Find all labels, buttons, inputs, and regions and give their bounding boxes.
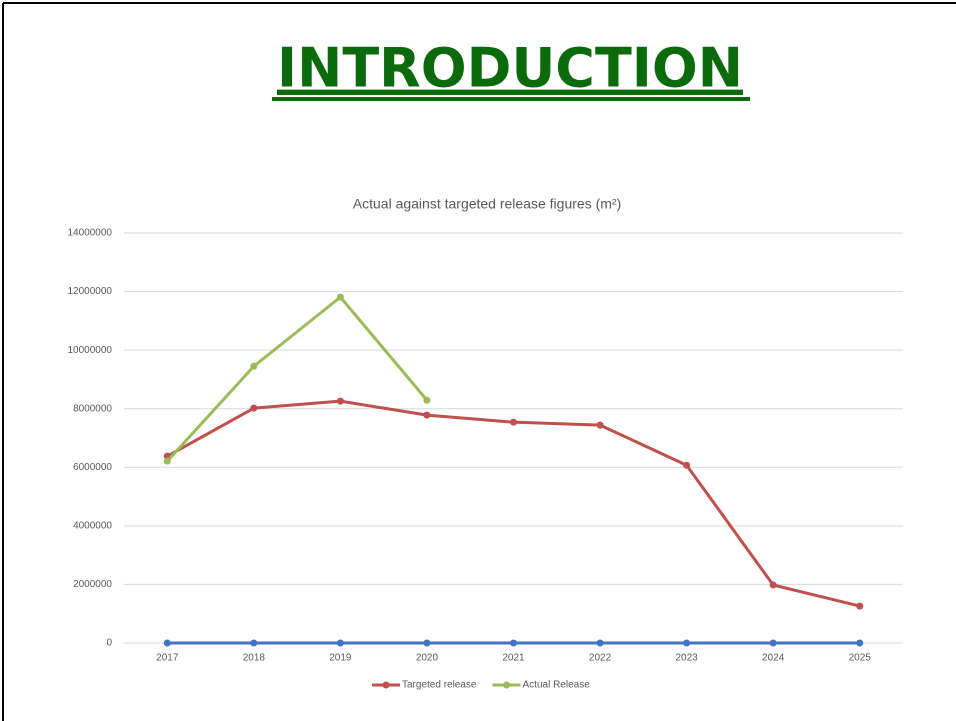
y-tick-label: 10000000 xyxy=(68,345,113,356)
x-tick-label: 2025 xyxy=(849,653,872,664)
data-point xyxy=(596,639,604,647)
x-tick-label: 2019 xyxy=(329,653,352,664)
data-point xyxy=(510,639,517,647)
data-point xyxy=(336,397,344,405)
y-tick-label: 8000000 xyxy=(73,403,112,414)
data-point xyxy=(683,461,691,469)
data-point xyxy=(336,639,344,647)
y-tick-label: 14000000 xyxy=(68,228,113,239)
x-tick-label: 2017 xyxy=(156,653,179,664)
data-point xyxy=(769,581,777,589)
y-tick-label: 12000000 xyxy=(68,286,113,297)
data-point xyxy=(856,639,864,647)
x-tick-label: 2018 xyxy=(243,653,266,664)
data-point xyxy=(596,421,604,429)
data-point xyxy=(423,396,431,404)
data-point xyxy=(163,639,171,647)
data-point xyxy=(336,293,344,301)
data-point xyxy=(510,418,517,426)
data-point xyxy=(423,411,431,419)
legend-marker xyxy=(503,681,510,689)
x-tick-label: 2024 xyxy=(762,653,785,664)
y-tick-label: 4000000 xyxy=(73,520,112,531)
data-point xyxy=(683,639,691,647)
x-tick-label: 2022 xyxy=(589,653,612,664)
y-tick-label: 2000000 xyxy=(73,579,112,590)
data-point xyxy=(856,602,864,610)
chart-title: Actual against targeted release figures … xyxy=(353,196,621,212)
legend-label: Targeted release xyxy=(402,680,477,691)
legend-marker xyxy=(382,681,390,689)
data-point xyxy=(769,639,777,647)
data-point xyxy=(423,639,431,647)
x-tick-label: 2021 xyxy=(502,653,525,664)
data-point xyxy=(163,457,171,465)
legend-label: Actual Release xyxy=(523,680,591,691)
x-tick-label: 2023 xyxy=(675,653,698,664)
data-point xyxy=(250,362,258,370)
data-point xyxy=(250,404,258,412)
x-tick-label: 2020 xyxy=(416,653,439,664)
y-tick-label: 6000000 xyxy=(73,462,112,473)
slide-title: INTRODUCTION xyxy=(277,37,743,100)
data-point xyxy=(250,639,258,647)
series-line xyxy=(166,295,429,463)
y-tick-label: 0 xyxy=(106,638,112,649)
